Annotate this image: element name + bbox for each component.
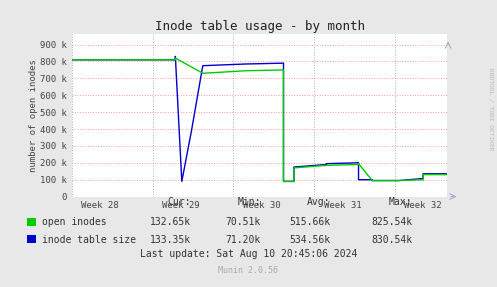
Text: 133.35k: 133.35k	[150, 235, 191, 245]
Text: 71.20k: 71.20k	[226, 235, 261, 245]
Text: 132.65k: 132.65k	[150, 218, 191, 227]
Text: Munin 2.0.56: Munin 2.0.56	[219, 266, 278, 275]
Text: Max:: Max:	[389, 197, 413, 207]
Y-axis label: number of open inodes: number of open inodes	[28, 59, 38, 172]
Text: 534.56k: 534.56k	[289, 235, 331, 245]
Text: 830.54k: 830.54k	[371, 235, 413, 245]
Text: inode table size: inode table size	[42, 235, 136, 245]
Text: open inodes: open inodes	[42, 218, 107, 227]
Text: Cur:: Cur:	[168, 197, 191, 207]
Title: Inode table usage - by month: Inode table usage - by month	[155, 20, 365, 33]
Text: Last update: Sat Aug 10 20:45:06 2024: Last update: Sat Aug 10 20:45:06 2024	[140, 249, 357, 259]
Text: Avg:: Avg:	[307, 197, 331, 207]
Text: Min:: Min:	[238, 197, 261, 207]
Text: 825.54k: 825.54k	[371, 218, 413, 227]
Text: RRDTOOL / TOBI OETIKER: RRDTOOL / TOBI OETIKER	[489, 68, 494, 150]
Text: 515.66k: 515.66k	[289, 218, 331, 227]
Text: 70.51k: 70.51k	[226, 218, 261, 227]
